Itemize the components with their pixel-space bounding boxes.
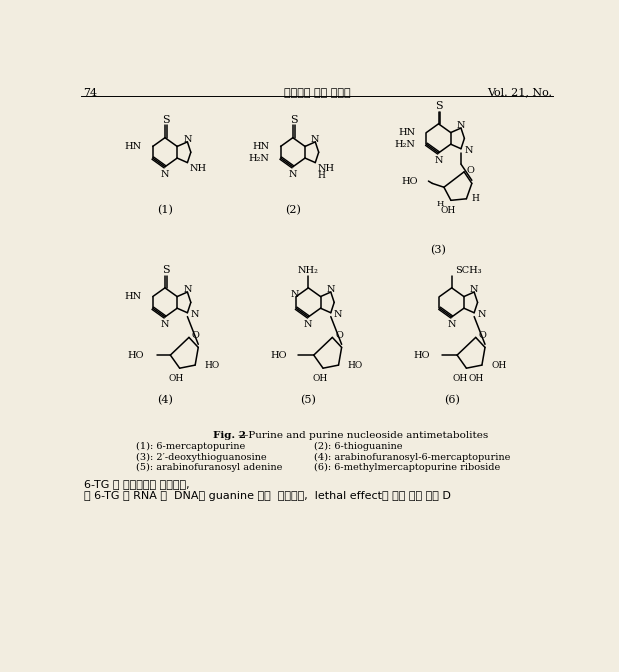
Text: (4): (4): [157, 395, 173, 405]
Text: 74: 74: [84, 87, 98, 97]
Text: H: H: [436, 200, 444, 208]
Text: S: S: [162, 115, 170, 125]
Text: HO: HO: [401, 177, 418, 185]
Text: HO: HO: [348, 361, 363, 370]
Text: N: N: [457, 121, 465, 130]
Text: N: N: [191, 310, 199, 319]
Text: HO: HO: [204, 361, 220, 370]
Text: HN: HN: [125, 292, 142, 301]
Text: HO: HO: [413, 351, 430, 360]
Text: N: N: [161, 170, 169, 179]
Text: —Purine and purine nucleoside antimetabolites: —Purine and purine nucleoside antimetabo…: [238, 431, 488, 440]
Text: 張：核酸 代謝 拮抗劑: 張：核酸 代謝 拮抗劑: [284, 87, 350, 97]
Text: OH: OH: [313, 374, 327, 382]
Text: (3): 2′-deoxythioguanosine: (3): 2′-deoxythioguanosine: [136, 452, 266, 462]
Text: N: N: [290, 290, 299, 299]
Text: S: S: [290, 115, 297, 125]
Text: N: N: [477, 310, 486, 319]
Text: H: H: [318, 171, 326, 180]
Text: ⓘ 6-TG 는 RNA 및  DNA에 guanine 대신  도입되나,  lethal effect를 주는 것은 주로 D: ⓘ 6-TG 는 RNA 및 DNA에 guanine 대신 도입되나, let…: [84, 491, 451, 501]
Text: N: N: [327, 285, 335, 294]
Text: N: N: [448, 320, 456, 329]
Text: S: S: [162, 265, 170, 275]
Text: N: N: [311, 135, 319, 144]
Text: N: N: [183, 135, 192, 144]
Text: N: N: [183, 285, 192, 294]
Text: Fig. 2: Fig. 2: [213, 431, 246, 440]
Text: NH: NH: [190, 164, 207, 173]
Text: HO: HO: [270, 351, 287, 360]
Text: (2): (2): [285, 205, 301, 215]
Text: (6): 6-methylmercaptopurine riboside: (6): 6-methylmercaptopurine riboside: [314, 463, 500, 472]
Text: O: O: [335, 331, 344, 340]
Text: HN: HN: [125, 142, 142, 151]
Text: (4): arabinofuranosyl-6-mercaptopurine: (4): arabinofuranosyl-6-mercaptopurine: [314, 452, 510, 462]
Text: H: H: [472, 194, 480, 204]
Text: Vol. 21, No.: Vol. 21, No.: [487, 87, 552, 97]
Text: S: S: [436, 101, 443, 111]
Text: (1): 6-mercaptopurine: (1): 6-mercaptopurine: [136, 442, 245, 451]
Text: O: O: [478, 331, 487, 340]
Text: HN: HN: [253, 142, 270, 151]
Text: OH: OH: [440, 206, 456, 215]
Text: OH: OH: [452, 374, 468, 382]
Text: (3): (3): [431, 245, 446, 255]
Text: N: N: [304, 320, 313, 329]
Text: HN: HN: [399, 128, 415, 137]
Text: HO: HO: [128, 351, 144, 360]
Text: NH₂: NH₂: [298, 265, 319, 275]
Text: OH: OH: [169, 374, 184, 382]
Text: (2): 6-thioguanine: (2): 6-thioguanine: [314, 442, 402, 451]
Text: SCH₃: SCH₃: [456, 265, 482, 275]
Text: (5): arabinofuranosyl adenine: (5): arabinofuranosyl adenine: [136, 463, 282, 472]
Text: H₂N: H₂N: [394, 140, 415, 149]
Text: 6-TG 의 약리작용을 요약하면,: 6-TG 의 약리작용을 요약하면,: [84, 478, 189, 489]
Text: (6): (6): [444, 395, 460, 405]
Text: N: N: [435, 156, 443, 165]
Text: N: N: [161, 320, 169, 329]
Text: OH: OH: [468, 374, 483, 382]
Text: N: N: [334, 310, 342, 319]
Text: N: N: [288, 170, 297, 179]
Text: N: N: [464, 146, 472, 155]
Text: N: N: [470, 285, 478, 294]
Text: (5): (5): [300, 395, 316, 405]
Text: O: O: [192, 331, 200, 340]
Text: OH: OH: [491, 361, 506, 370]
Text: NH: NH: [318, 164, 335, 173]
Text: H₂N: H₂N: [249, 154, 270, 163]
Text: (1): (1): [157, 205, 173, 215]
Text: O: O: [466, 166, 474, 175]
